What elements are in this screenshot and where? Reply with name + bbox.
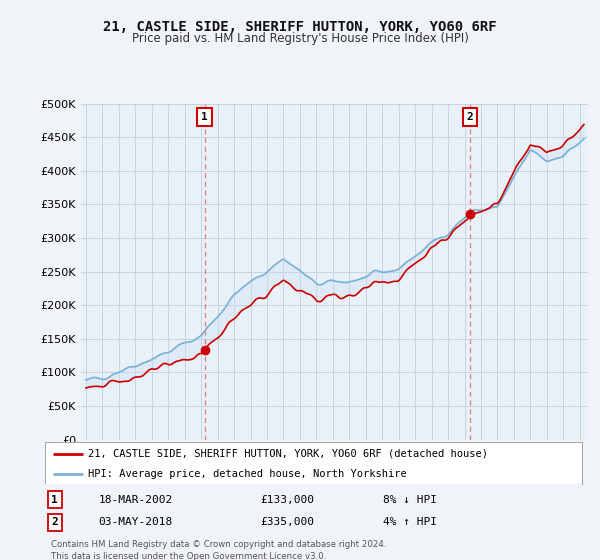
Text: 21, CASTLE SIDE, SHERIFF HUTTON, YORK, YO60 6RF (detached house): 21, CASTLE SIDE, SHERIFF HUTTON, YORK, Y… [88,449,488,459]
Text: 1: 1 [52,494,58,505]
Text: £335,000: £335,000 [260,517,314,527]
Text: Price paid vs. HM Land Registry's House Price Index (HPI): Price paid vs. HM Land Registry's House … [131,32,469,45]
Text: Contains HM Land Registry data © Crown copyright and database right 2024.: Contains HM Land Registry data © Crown c… [52,540,387,549]
Text: 2: 2 [467,112,473,122]
Text: 8% ↓ HPI: 8% ↓ HPI [383,494,437,505]
Text: HPI: Average price, detached house, North Yorkshire: HPI: Average price, detached house, Nort… [88,469,407,479]
Text: £133,000: £133,000 [260,494,314,505]
Text: 18-MAR-2002: 18-MAR-2002 [98,494,173,505]
Text: 4% ↑ HPI: 4% ↑ HPI [383,517,437,527]
Text: 1: 1 [201,112,208,122]
Text: This data is licensed under the Open Government Licence v3.0.: This data is licensed under the Open Gov… [52,552,327,560]
Text: 03-MAY-2018: 03-MAY-2018 [98,517,173,527]
Text: 21, CASTLE SIDE, SHERIFF HUTTON, YORK, YO60 6RF: 21, CASTLE SIDE, SHERIFF HUTTON, YORK, Y… [103,20,497,34]
Text: 2: 2 [52,517,58,527]
